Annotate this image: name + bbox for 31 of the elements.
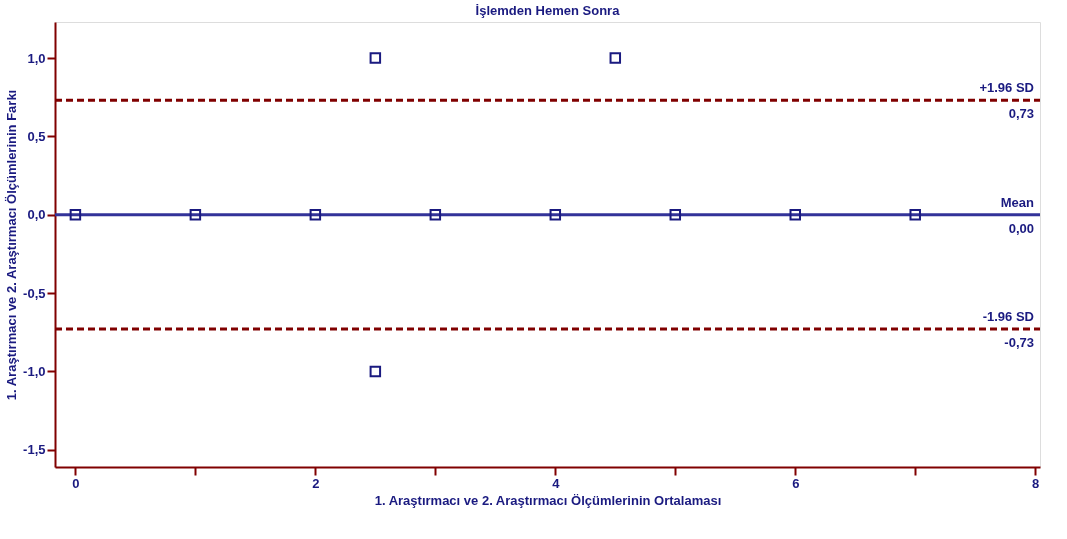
y-tick-label: 0,0: [27, 207, 46, 223]
point: [369, 365, 382, 378]
ref-line-label: +1.96 SD: [979, 80, 1034, 96]
x-tick-label: 6: [792, 475, 800, 491]
point: [549, 208, 562, 221]
chart-title: İşlemden Hemen Sonra: [475, 3, 621, 18]
annotation: -0,73: [1004, 335, 1034, 351]
point: [69, 208, 82, 221]
x-tick-label: 2: [312, 475, 320, 491]
x-axis-title: 1. Araştırmacı ve 2. Araştırmacı Ölçümlerinin Ortalaması: [374, 492, 722, 508]
point: [189, 208, 202, 221]
point: [669, 208, 682, 221]
point: [789, 208, 801, 221]
y-axis-title: 1. Araştırmacı ve 2. Araştırmacı Ölçümlerinin Farkı: [4, 89, 20, 401]
point: [429, 208, 442, 221]
x-tick-label: 0: [72, 475, 80, 491]
x-tick-label: 8: [1032, 475, 1040, 491]
y-tick-label: -1,5: [23, 442, 46, 458]
y-tick-label: 0,5: [27, 128, 46, 144]
y-tick-label: -1,0: [23, 363, 46, 379]
point: [309, 208, 322, 221]
point: [609, 52, 622, 64]
y-tick-label: 1,0: [27, 50, 46, 66]
annotation: 0,73: [1008, 106, 1034, 122]
annotation: 0,00: [1008, 220, 1034, 236]
point: [909, 208, 921, 221]
ref-line-label: Mean: [1000, 194, 1035, 210]
x-tick-label: 4: [552, 475, 561, 491]
ref-line-label: -1.96 SD: [982, 309, 1034, 325]
point: [369, 52, 382, 64]
y-tick-label: -0,5: [23, 285, 46, 301]
